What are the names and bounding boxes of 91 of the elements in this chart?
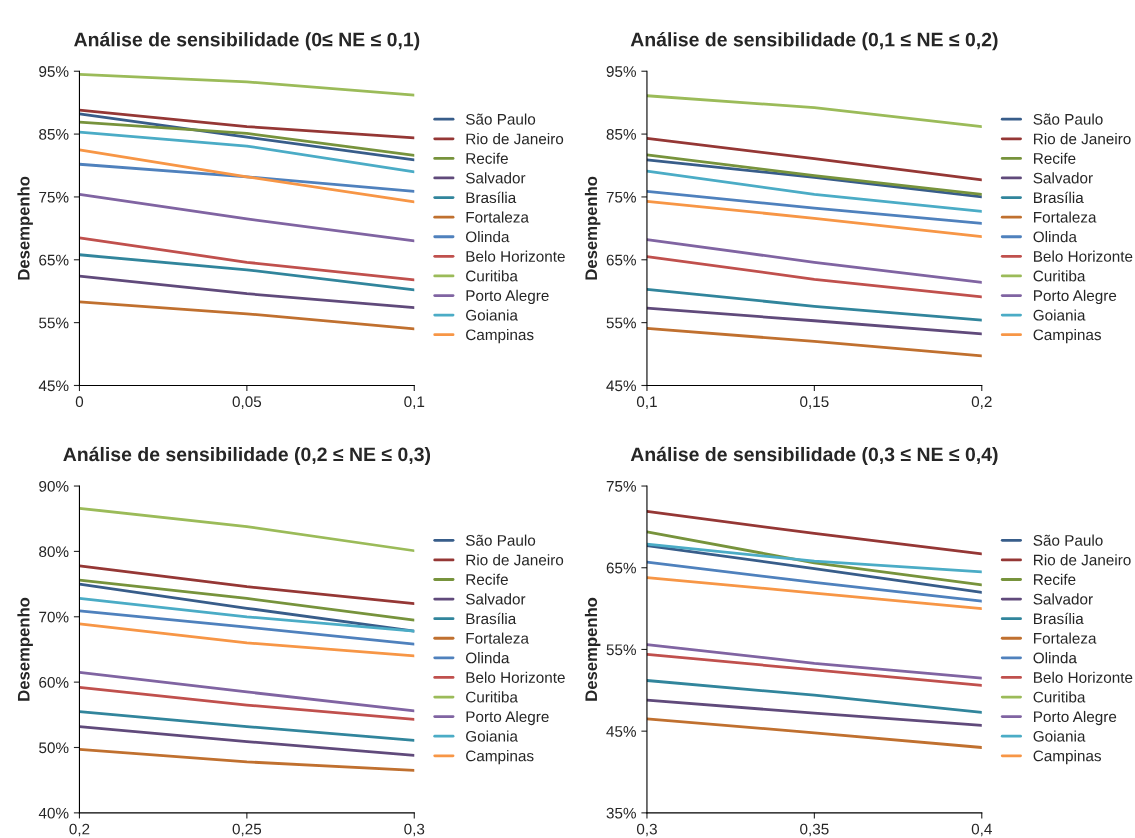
x-tick-label: 0,1 <box>404 396 425 409</box>
legend-label: Olinda <box>1033 231 1077 243</box>
y-tick-label: 50% <box>39 742 69 754</box>
legend-label: Belo Horizonte <box>466 671 565 683</box>
x-tick-label: 0 <box>75 396 84 408</box>
legend-label: Campinas <box>466 328 534 344</box>
x-tick-label: 0,3 <box>636 823 657 837</box>
y-tick-label: 85% <box>39 128 69 140</box>
legend-label: Belo Horizonte <box>1034 250 1133 262</box>
legend-label: Curitiba <box>466 691 518 703</box>
legend-label: Olinda <box>466 652 510 664</box>
y-tick-label: 45% <box>606 726 636 737</box>
chart-title: Análise de sensibilidade (0,3 ≤ NE ≤ 0,4) <box>630 446 998 466</box>
legend-label: Brasília <box>1034 191 1084 204</box>
legend-label: Brasília <box>466 191 517 204</box>
legend-label: Porto Alegre <box>1034 289 1117 305</box>
y-tick-label: 80% <box>39 546 69 558</box>
legend-label: Fortaleza <box>466 632 529 644</box>
y-tick-label: 65% <box>606 254 636 266</box>
y-axis-title: Desempenho <box>584 176 601 280</box>
legend-label: Recife <box>1034 152 1076 164</box>
legend-label: Campinas <box>1033 750 1102 765</box>
legend-label: São Paulo <box>465 113 536 125</box>
y-tick-label: 75% <box>606 480 636 492</box>
legend-label: Belo Horizonte <box>466 250 565 262</box>
legend-label: Rio de Janeiro <box>466 554 564 566</box>
legend-label: São Paulo <box>1033 113 1103 125</box>
legend-label: Goiania <box>466 730 518 742</box>
y-tick-label: 55% <box>39 317 69 329</box>
y-tick-label: 35% <box>606 807 636 819</box>
legend-label: Olinda <box>466 231 510 243</box>
x-tick-label: 0,25 <box>232 823 262 837</box>
y-tick-label: 65% <box>606 562 636 574</box>
y-tick-label: 95% <box>39 66 69 77</box>
y-tick-label: 75% <box>39 191 69 203</box>
y-tick-label: 40% <box>38 807 69 819</box>
legend-label: São Paulo <box>1033 534 1103 546</box>
legend-label: Rio de Janeiro <box>1034 133 1131 145</box>
y-tick-label: 55% <box>606 317 636 329</box>
legend-label: Olinda <box>1033 652 1077 664</box>
legend-label: Rio de Janeiro <box>466 133 564 145</box>
y-axis-title: Desempenho <box>17 597 33 701</box>
y-tick-label: 95% <box>606 66 636 77</box>
y-axis-title: Desempenho <box>17 176 33 280</box>
legend-label: Salvador <box>1033 172 1093 184</box>
chart-title: Análise de sensibilidade (0,1 ≤ NE ≤ 0,2) <box>630 31 998 51</box>
x-tick-label: 0,2 <box>971 396 992 409</box>
y-tick-label: 60% <box>39 677 69 688</box>
x-tick-label: 0,4 <box>971 823 992 837</box>
x-tick-label: 0,15 <box>800 396 829 409</box>
legend-label: Goiania <box>1033 730 1086 742</box>
legend-label: Curitiba <box>1033 270 1086 282</box>
y-tick-label: 55% <box>606 644 636 656</box>
y-tick-label: 70% <box>39 611 69 623</box>
legend-label: Campinas <box>1033 328 1102 344</box>
legend-label: Brasília <box>1034 612 1084 625</box>
chart-title: Análise de sensibilidade (0,2 ≤ NE ≤ 0,3) <box>63 446 431 466</box>
legend-label: Recife <box>466 573 508 585</box>
legend-label: Fortaleza <box>466 211 529 223</box>
y-tick-label: 85% <box>606 128 636 140</box>
x-tick-label: 0,1 <box>636 396 657 409</box>
legend-label: Rio de Janeiro <box>1034 554 1131 566</box>
legend-label: Recife <box>1034 573 1076 585</box>
legend-label: São Paulo <box>465 534 536 546</box>
y-axis-title: Desempenho <box>584 597 601 701</box>
x-tick-label: 0,35 <box>800 823 829 837</box>
legend-label: Recife <box>466 152 508 164</box>
legend-label: Porto Alegre <box>466 289 549 305</box>
legend-label: Brasília <box>466 612 517 625</box>
x-tick-label: 0,2 <box>69 823 90 837</box>
legend-label: Belo Horizonte <box>1034 671 1133 683</box>
legend-label: Fortaleza <box>1034 632 1097 644</box>
legend-label: Curitiba <box>466 270 518 282</box>
legend-label: Campinas <box>466 750 534 765</box>
x-tick-label: 0,3 <box>404 823 425 837</box>
y-tick-label: 65% <box>39 254 69 266</box>
legend-label: Goiania <box>1033 309 1086 321</box>
legend-label: Porto Alegre <box>1034 710 1117 726</box>
chart-title: Análise de sensibilidade (0≤ NE ≤ 0,1) <box>74 31 420 51</box>
legend-label: Fortaleza <box>1034 211 1097 223</box>
y-tick-label: 45% <box>606 380 636 392</box>
legend-label: Salvador <box>1033 593 1093 605</box>
legend-label: Goiania <box>466 309 518 321</box>
x-tick-label: 0,05 <box>232 396 262 409</box>
legend-label: Curitiba <box>1033 691 1086 703</box>
legend-label: Salvador <box>465 593 526 605</box>
legend-label: Salvador <box>465 172 526 184</box>
legend-label: Porto Alegre <box>466 710 549 726</box>
y-tick-label: 75% <box>606 191 636 203</box>
y-tick-label: 90% <box>39 480 69 492</box>
y-tick-label: 45% <box>38 380 69 392</box>
